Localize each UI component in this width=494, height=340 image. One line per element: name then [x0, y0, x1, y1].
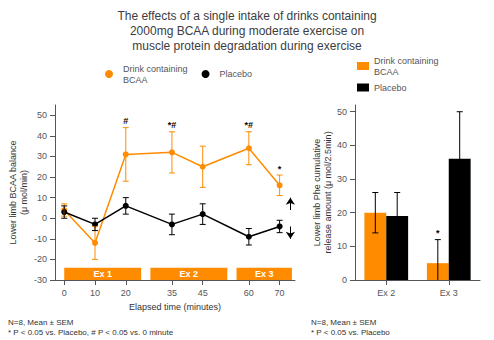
svg-text:30: 30	[337, 174, 347, 184]
svg-text:-30: -30	[34, 275, 47, 285]
svg-text:0: 0	[342, 275, 347, 285]
svg-text:35: 35	[167, 288, 177, 298]
svg-text:(μ mol/min): (μ mol/min)	[19, 170, 29, 215]
svg-text:-20: -20	[34, 254, 47, 264]
svg-text:40: 40	[337, 140, 347, 150]
svg-text:#: #	[123, 116, 128, 126]
svg-text:* P < 0.05 vs. Placebo: * P < 0.05 vs. Placebo	[311, 328, 390, 337]
svg-text:Drink containing: Drink containing	[374, 56, 439, 66]
svg-text:*#: *#	[168, 120, 177, 130]
svg-text:0: 0	[62, 288, 67, 298]
svg-text:50: 50	[337, 107, 347, 117]
svg-text:The effects of a single intake: The effects of a single intake of drinks…	[117, 9, 376, 23]
svg-text:60: 60	[244, 288, 254, 298]
svg-text:BCAA: BCAA	[123, 75, 148, 85]
svg-text:Placebo: Placebo	[374, 83, 407, 93]
svg-text:0: 0	[42, 213, 47, 223]
svg-text:2000mg BCAA during moderate ex: 2000mg BCAA during moderate exercise on	[130, 24, 364, 38]
svg-text:30: 30	[37, 151, 47, 161]
svg-text:40: 40	[37, 131, 47, 141]
svg-text:Elapsed time (minutes): Elapsed time (minutes)	[129, 302, 221, 312]
svg-text:Ex 2: Ex 2	[377, 288, 395, 298]
svg-text:Ex 1: Ex 1	[93, 269, 112, 279]
svg-text:20: 20	[337, 208, 347, 218]
svg-text:muscle protein degradation dur: muscle protein degradation during exerci…	[132, 39, 362, 53]
svg-text:10: 10	[337, 241, 347, 251]
svg-text:50: 50	[37, 110, 47, 120]
svg-text:Ex 3: Ex 3	[255, 269, 274, 279]
svg-text:10: 10	[90, 288, 100, 298]
svg-text:*: *	[436, 228, 440, 238]
svg-text:20: 20	[121, 288, 131, 298]
svg-text:*#: *#	[245, 120, 254, 130]
svg-text:Ex 3: Ex 3	[440, 288, 458, 298]
svg-text:*: *	[278, 164, 282, 174]
svg-text:Placebo: Placebo	[220, 69, 253, 79]
svg-text:20: 20	[37, 172, 47, 182]
svg-text:70: 70	[275, 288, 285, 298]
svg-text:* P < 0.05 vs. Placebo, # P <: * P < 0.05 vs. Placebo, # P < 0.05 vs. 0…	[8, 328, 174, 337]
svg-text:Drink containing: Drink containing	[123, 64, 188, 74]
svg-text:release amount (μ mol/2.5min): release amount (μ mol/2.5min)	[323, 131, 333, 253]
svg-text:N=8, Mean ± SEM: N=8, Mean ± SEM	[311, 318, 377, 327]
svg-text:BCAA: BCAA	[374, 67, 399, 77]
svg-text:Ex 2: Ex 2	[180, 269, 199, 279]
svg-text:-10: -10	[34, 234, 47, 244]
svg-text:N=8, Mean ± SEM: N=8, Mean ± SEM	[8, 318, 74, 327]
svg-text:45: 45	[198, 288, 208, 298]
svg-text:10: 10	[37, 193, 47, 203]
svg-text:Lower limb Phe cumulative: Lower limb Phe cumulative	[312, 139, 322, 247]
svg-text:Lower limb BCAA balance: Lower limb BCAA balance	[8, 140, 18, 244]
